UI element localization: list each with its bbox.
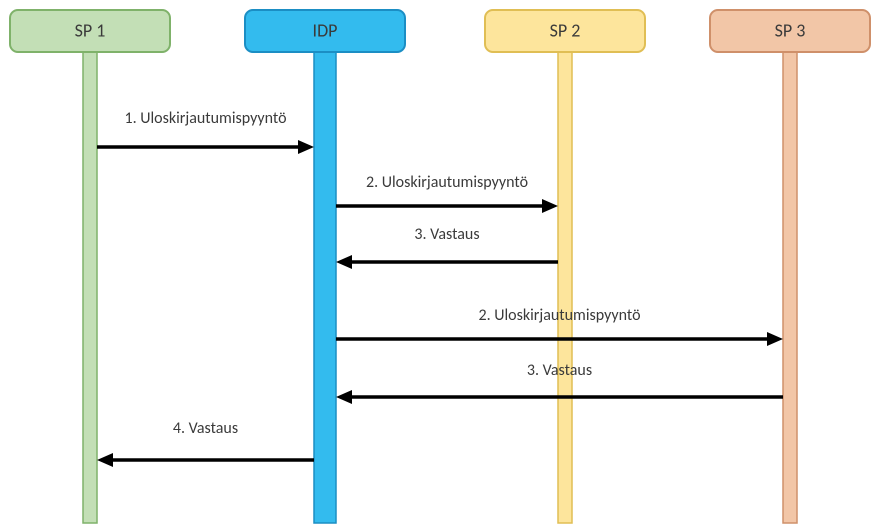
lifeline-idp <box>314 52 336 523</box>
participant-idp: IDP <box>245 10 405 52</box>
participant-sp2: SP 2 <box>485 10 645 52</box>
lifeline-sp3 <box>783 52 797 523</box>
message-label: 1. Uloskirjautumispyyntö <box>124 109 286 128</box>
message-arrow: 4. Vastaus <box>97 419 314 467</box>
lifeline-sp2 <box>558 52 572 523</box>
participant-label: IDP <box>313 19 338 41</box>
participant-label: SP 2 <box>550 19 581 41</box>
message-label: 3. Vastaus <box>527 361 592 380</box>
message-label: 2. Uloskirjautumispyyntö <box>366 173 528 192</box>
participant-sp3: SP 3 <box>710 10 870 52</box>
message-arrow: 2. Uloskirjautumispyyntö <box>336 173 558 213</box>
message-arrow: 1. Uloskirjautumispyyntö <box>97 109 314 154</box>
sequence-diagram: SP 1 IDP SP 2 SP 3 1. Uloskirjautumispyyntö 2… <box>0 0 895 532</box>
message-arrow: 3. Vastaus <box>336 225 558 269</box>
participant-label: SP 1 <box>75 19 106 41</box>
message-label: 3. Vastaus <box>414 225 479 244</box>
participant-label: SP 3 <box>775 19 806 41</box>
lifeline-sp1 <box>83 52 97 523</box>
participant-sp1: SP 1 <box>10 10 170 52</box>
message-label: 2. Uloskirjautumispyyntö <box>478 306 640 325</box>
message-label: 4. Vastaus <box>173 419 238 438</box>
